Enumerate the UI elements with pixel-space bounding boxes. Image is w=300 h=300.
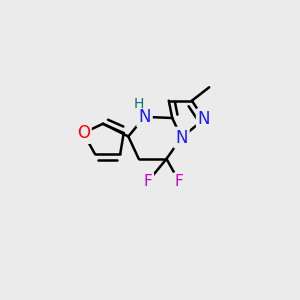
Text: O: O — [77, 124, 90, 142]
Text: F: F — [144, 174, 152, 189]
Text: H: H — [134, 97, 144, 111]
Text: N: N — [138, 108, 151, 126]
Text: F: F — [175, 174, 184, 189]
Text: N: N — [198, 110, 210, 128]
Text: N: N — [175, 129, 188, 147]
